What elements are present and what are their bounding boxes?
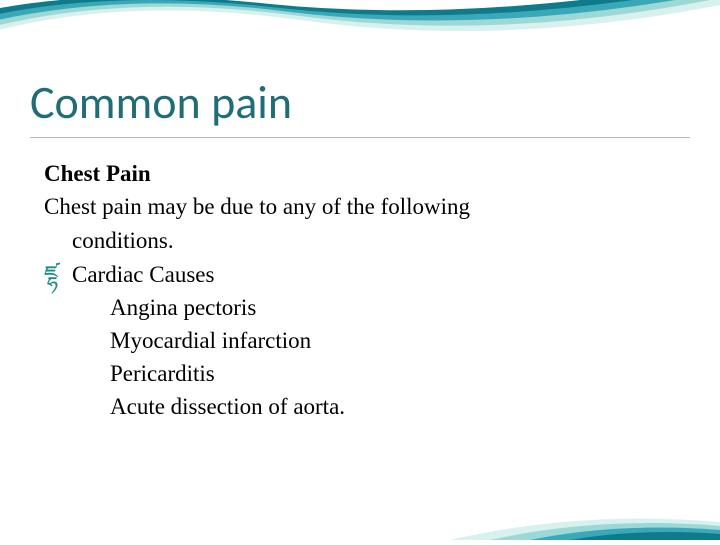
list-item: Acute dissection of aorta.: [44, 391, 690, 422]
header-decoration: [0, 0, 720, 80]
bullet-category: ཛྷ Cardiac Causes: [44, 259, 690, 290]
intro-line-1: Chest pain may be due to any of the foll…: [44, 191, 690, 222]
list-item: Myocardial infarction: [44, 325, 690, 356]
slide-title: Common pain: [30, 75, 690, 138]
bullet-icon: ཛྷ: [44, 259, 58, 290]
footer-decoration: [0, 490, 720, 540]
subtitle: Chest Pain: [44, 158, 690, 189]
list-item: Angina pectoris: [44, 292, 690, 323]
slide-content: Common pain Chest Pain Chest pain may be…: [30, 75, 690, 424]
category-label: Cardiac Causes: [72, 262, 214, 287]
body-content: Chest Pain Chest pain may be due to any …: [30, 158, 690, 422]
intro-line-2: conditions.: [44, 225, 690, 256]
list-item: Pericarditis: [44, 358, 690, 389]
swoosh-top-icon: [0, 0, 720, 80]
swoosh-bottom-icon: [0, 490, 720, 540]
